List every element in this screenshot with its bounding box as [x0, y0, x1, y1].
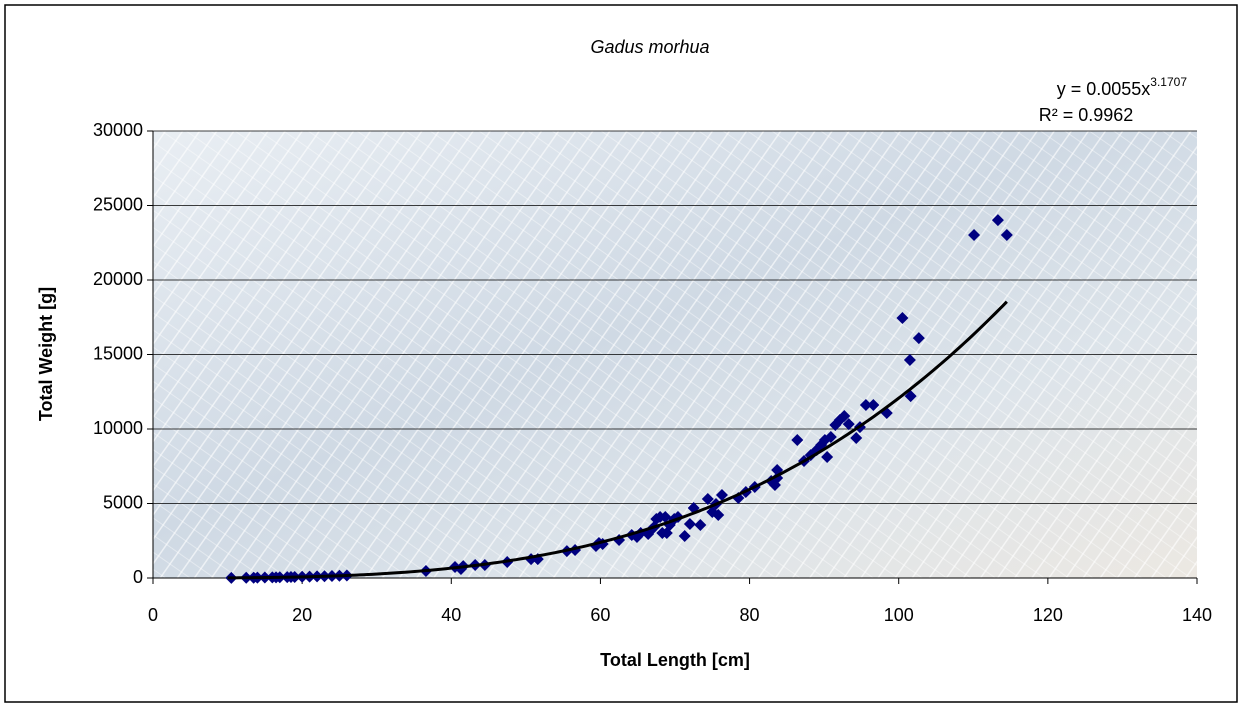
data-point [678, 529, 691, 542]
x-tick-label: 140 [1182, 605, 1212, 625]
x-axis-title: Total Length [cm] [600, 650, 750, 670]
y-tick-label: 30000 [93, 120, 143, 140]
equation-base: y = 0.0055x [1057, 79, 1151, 99]
data-point [791, 434, 804, 447]
data-point [991, 214, 1004, 227]
data-point [694, 518, 707, 531]
trendline-equation: y = 0.0055x3.1707 [1057, 75, 1188, 99]
data-point [701, 493, 714, 506]
y-tick-label: 0 [133, 567, 143, 587]
x-tick-label: 80 [740, 605, 760, 625]
data-point [824, 431, 837, 444]
y-axis-title: Total Weight [g] [36, 287, 56, 421]
data-point [821, 451, 834, 464]
x-tick-label: 20 [292, 605, 312, 625]
data-point [683, 518, 696, 531]
data-point [896, 311, 909, 324]
equation-exponent: 3.1707 [1150, 75, 1187, 89]
data-point [712, 508, 725, 521]
chart-title: Gadus morhua [590, 37, 709, 57]
x-tick-label: 100 [884, 605, 914, 625]
y-tick-label: 10000 [93, 418, 143, 438]
data-point [859, 399, 872, 412]
data-point [838, 410, 851, 423]
data-point [842, 418, 855, 431]
data-point [1000, 229, 1013, 242]
y-tick-label: 5000 [103, 492, 143, 512]
x-tick-label: 60 [590, 605, 610, 625]
x-tick-label: 40 [441, 605, 461, 625]
data-point [903, 354, 916, 367]
data-point [968, 229, 981, 242]
x-tick-label: 0 [148, 605, 158, 625]
y-tick-label: 15000 [93, 343, 143, 363]
y-tick-label: 25000 [93, 194, 143, 214]
trendline [227, 300, 1008, 580]
x-tick-label: 120 [1033, 605, 1063, 625]
r-squared: R² = 0.9962 [1039, 105, 1134, 125]
data-point [912, 332, 925, 345]
y-tick-label: 20000 [93, 269, 143, 289]
data-point [850, 431, 863, 444]
data-point [659, 511, 672, 524]
data-point [715, 489, 728, 502]
data-point [867, 399, 880, 412]
